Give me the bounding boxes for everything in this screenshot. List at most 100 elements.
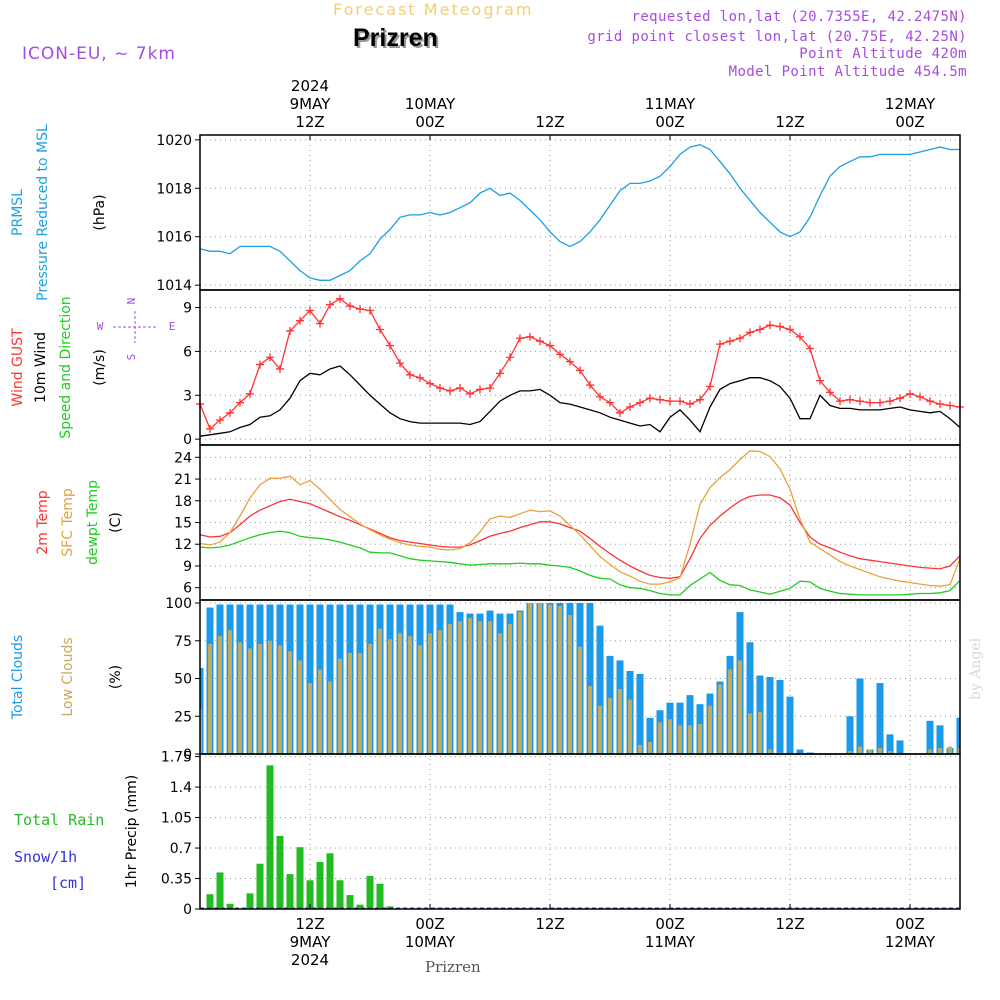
bar-low-clouds <box>938 747 942 754</box>
compass-s: S <box>125 354 138 361</box>
y-tick-label: 0.35 <box>161 872 192 888</box>
bar-low-clouds <box>308 683 312 754</box>
bar-total-clouds <box>686 695 694 754</box>
gust-marker <box>246 389 254 398</box>
bar-total-clouds <box>936 725 944 754</box>
gust-marker <box>576 366 584 375</box>
bar-total-clouds <box>586 603 594 754</box>
bar-total-rain <box>256 863 264 909</box>
gust-marker <box>926 397 934 406</box>
gust-marker <box>506 353 514 362</box>
side-label: [cm] <box>50 874 86 892</box>
line-2m-temp <box>199 494 961 579</box>
y-axis-label: (hPa) <box>92 194 108 230</box>
compass-rose: N W E S <box>97 298 176 361</box>
gust-marker <box>376 325 384 334</box>
y-tick-label: 12 <box>174 537 192 553</box>
bar-low-clouds <box>218 636 222 754</box>
gust-marker <box>466 389 474 398</box>
gust-marker <box>726 337 734 346</box>
x-bottom-label: 11MAY <box>645 933 696 951</box>
gust-marker <box>896 394 904 403</box>
grid-point-coords: grid point closest lon,lat (20.75E, 42.2… <box>587 29 967 45</box>
bar-low-clouds <box>608 698 612 754</box>
y-tick-label: 24 <box>174 450 192 466</box>
side-label: SFC Temp <box>60 488 76 557</box>
bar-low-clouds <box>358 652 362 754</box>
bar-low-clouds <box>448 624 452 754</box>
bar-low-clouds <box>398 633 402 754</box>
panel-frame <box>199 134 961 291</box>
line-dewpt-temp <box>199 530 961 596</box>
gust-marker <box>836 397 844 406</box>
y-axis-label: (%) <box>108 665 124 689</box>
y-tick-label: 1018 <box>156 181 192 197</box>
line-sfc-temp <box>199 450 961 587</box>
bar-low-clouds <box>678 725 682 754</box>
bar-total-rain <box>306 880 314 909</box>
bar-low-clouds <box>618 689 622 754</box>
bar-low-clouds <box>438 630 442 754</box>
x-bottom-label: 12Z <box>775 915 804 933</box>
bar-total-clouds <box>796 749 804 754</box>
gust-marker <box>566 357 574 366</box>
gust-marker <box>356 305 364 314</box>
y-axis-label: (C) <box>108 512 124 533</box>
gust-marker <box>456 383 464 392</box>
bar-low-clouds <box>518 612 522 754</box>
y-tick-label: 15 <box>174 516 192 532</box>
y-tick-label: 1020 <box>156 133 192 149</box>
gust-marker <box>346 302 354 311</box>
gust-marker <box>306 306 314 315</box>
gust-marker <box>266 353 274 362</box>
gust-marker <box>326 300 334 309</box>
y-tick-label: 0 <box>183 432 192 448</box>
x-top-label: 10MAY <box>405 95 456 113</box>
x-top-label: 9MAY <box>290 95 332 113</box>
bar-low-clouds <box>298 660 302 754</box>
y-tick-label: 0 <box>183 902 192 918</box>
bar-low-clouds <box>658 722 662 754</box>
gust-marker <box>906 389 914 398</box>
chart-title: Forecast Meteogram <box>333 0 534 19</box>
panel-frame <box>199 753 961 910</box>
bar-low-clouds <box>538 603 542 754</box>
y-tick-label: 9 <box>183 559 192 575</box>
side-label: Total Rain <box>14 811 104 829</box>
gust-marker <box>366 306 374 315</box>
panel-2: 6 9 12 15 18 21 24 (C) 2m Temp SFC Temp dewpt Temp <box>35 444 961 601</box>
gust-marker <box>256 360 264 369</box>
gust-marker <box>406 370 414 379</box>
y-tick-label: 21 <box>174 472 192 488</box>
gust-marker <box>606 398 614 407</box>
bar-total-rain <box>316 861 324 909</box>
gust-marker <box>856 397 864 406</box>
gust-marker <box>286 326 294 335</box>
x-top-label: 12Z <box>295 113 324 131</box>
gust-marker <box>536 337 544 346</box>
bar-total-rain <box>366 875 374 909</box>
line-prmsl <box>199 144 960 281</box>
bar-low-clouds <box>418 645 422 754</box>
gust-marker <box>686 400 694 409</box>
bar-low-clouds <box>248 648 252 754</box>
bar-total-rain <box>346 895 354 909</box>
bar-low-clouds <box>408 636 412 754</box>
bar-total-rain <box>376 883 384 909</box>
x-bottom-label: 10MAY <box>405 933 456 951</box>
y-tick-label: 18 <box>174 494 192 510</box>
bar-total-clouds <box>636 673 644 754</box>
x-top-label: 2024 <box>291 77 329 95</box>
footer-location: Prizren <box>425 958 481 976</box>
bar-total-clouds <box>856 678 864 754</box>
bar-low-clouds <box>288 651 292 754</box>
x-top-label: 00Z <box>415 113 444 131</box>
side-label: 2m Temp <box>35 490 51 554</box>
gust-marker <box>496 369 504 378</box>
gust-marker <box>676 397 684 406</box>
bar-low-clouds <box>778 752 782 754</box>
gust-marker <box>816 376 824 385</box>
gust-marker <box>586 381 594 390</box>
bar-low-clouds <box>598 705 602 754</box>
